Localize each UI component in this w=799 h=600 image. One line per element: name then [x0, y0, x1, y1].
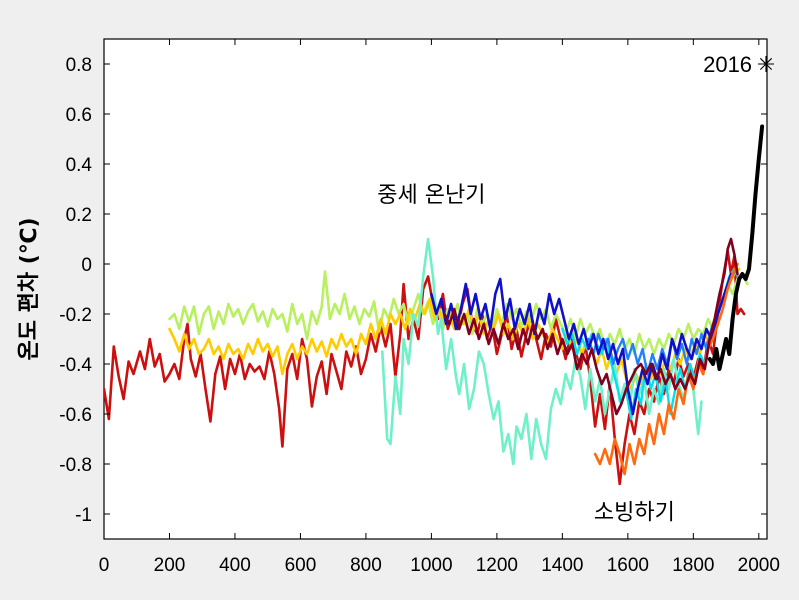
y-tick-label: 0.4 [66, 155, 93, 176]
x-tick-label: 0 [99, 555, 110, 576]
y-tick-label: -1 [75, 505, 92, 526]
y-tick-label: -0.8 [59, 455, 92, 476]
x-tick-label: 800 [350, 555, 382, 576]
series-layer [104, 124, 765, 486]
y-tick-label: 0 [81, 255, 92, 276]
y-tick-label: 0.2 [66, 205, 92, 226]
series-line-10 [707, 124, 765, 371]
series-line-7 [430, 272, 733, 416]
x-tick-label: 400 [219, 555, 251, 576]
series-line-4 [380, 237, 703, 466]
x-tick-label: 2000 [738, 555, 780, 576]
x-tick-label: 1800 [672, 555, 714, 576]
x-tick-label: 1200 [476, 555, 518, 576]
series-line-8 [593, 262, 739, 476]
y-tick-label: 0.6 [66, 105, 92, 126]
series-line-9 [443, 237, 739, 416]
y-axis-label: 온도 편차 (℃) [17, 217, 42, 360]
record-year-label: 2016 [703, 52, 752, 77]
x-tick-label: 1000 [410, 555, 452, 576]
little-ice-age-label: 소빙하기 [594, 501, 675, 526]
x-tick-label: 1400 [541, 555, 583, 576]
y-axis: 0.8 0.6 0.4 0.2 0 -0.2 -0.4 -0.6 -0.8 -1 [59, 55, 767, 526]
y-tick-label: -0.2 [59, 305, 92, 326]
series-line-1 [104, 250, 746, 486]
medieval-warm-period-label: 중세 온난기 [377, 183, 485, 208]
x-tick-label: 600 [285, 555, 317, 576]
x-axis: 0 200 400 600 800 1000 1200 1400 1600 1800 2000 [99, 39, 780, 576]
y-tick-label: -0.6 [59, 405, 92, 426]
x-tick-label: 200 [154, 555, 186, 576]
y-tick-label: -0.4 [59, 355, 92, 376]
series-line-2 [168, 270, 749, 356]
plot-area [103, 38, 768, 540]
record-star-icon: ✳ [757, 53, 775, 78]
y-tick-label: 0.8 [66, 55, 92, 76]
x-tick-label: 1600 [607, 555, 649, 576]
